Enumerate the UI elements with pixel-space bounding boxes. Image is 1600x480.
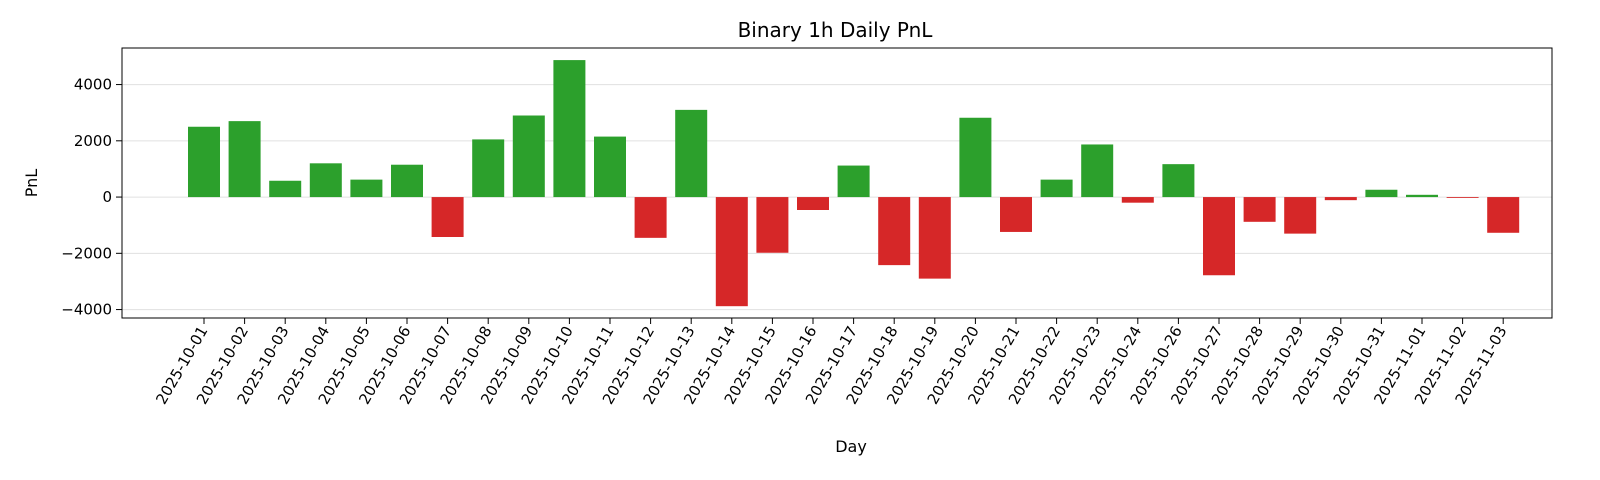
- bars: [188, 60, 1520, 307]
- bar-2025-10-27: [1203, 197, 1235, 276]
- bar-2025-10-13: [675, 109, 708, 198]
- y-tick-label: −2000: [61, 244, 112, 262]
- x-axis-label: Day: [835, 437, 867, 456]
- bar-2025-10-22: [1040, 179, 1073, 198]
- bar-2025-10-04: [309, 163, 342, 198]
- bar-2025-10-21: [1000, 197, 1032, 232]
- bar-2025-10-20: [959, 117, 992, 198]
- bar-2025-11-01: [1406, 194, 1438, 198]
- bar-2025-10-06: [391, 164, 423, 198]
- bar-2025-10-12: [634, 197, 667, 238]
- bar-2025-10-08: [472, 139, 505, 198]
- bar-2025-10-19: [918, 197, 951, 279]
- bar-2025-10-28: [1243, 197, 1276, 222]
- bar-2025-10-05: [350, 179, 383, 198]
- bar-2025-10-15: [756, 197, 789, 253]
- y-tick-label: 2000: [74, 132, 112, 150]
- bar-2025-10-23: [1081, 144, 1114, 198]
- bar-2025-10-07: [431, 197, 464, 237]
- plot-frame: [121, 47, 1553, 319]
- bar-2025-10-09: [512, 115, 545, 198]
- x-axis-ticks: 2025-10-012025-10-022025-10-032025-10-04…: [152, 318, 1511, 408]
- bar-2025-10-11: [594, 136, 626, 198]
- bar-2025-10-26: [1162, 164, 1195, 198]
- bar-2025-10-30: [1324, 197, 1357, 201]
- y-axis-label: PnL: [22, 169, 41, 198]
- chart-title: Binary 1h Daily PnL: [738, 18, 934, 42]
- bar-2025-10-02: [228, 121, 261, 198]
- y-axis-ticks: −4000 −2000 0 2000 4000: [61, 76, 122, 319]
- bar-2025-10-24: [1121, 197, 1154, 203]
- y-tick-label: 0: [102, 188, 112, 206]
- bar-2025-10-14: [715, 197, 748, 307]
- y-tick-label: 4000: [74, 76, 112, 94]
- bar-2025-10-01: [188, 126, 220, 198]
- bar-2025-11-02: [1446, 197, 1479, 198]
- bar-2025-11-03: [1487, 197, 1520, 233]
- bar-2025-10-31: [1365, 189, 1398, 198]
- bar-2025-10-17: [837, 165, 870, 198]
- y-tick-label: −4000: [61, 301, 112, 319]
- bar-2025-10-16: [797, 197, 829, 210]
- bar-2025-10-29: [1284, 197, 1317, 234]
- bar-2025-10-03: [269, 180, 302, 198]
- bar-2025-10-18: [878, 197, 911, 266]
- bar-2025-10-10: [553, 60, 586, 198]
